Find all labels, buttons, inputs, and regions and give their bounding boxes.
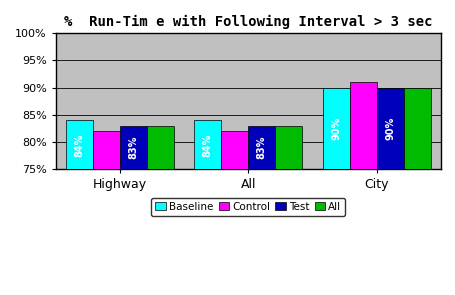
Title: %  Run-Tim e with Following Interval > 3 sec: % Run-Tim e with Following Interval > 3 … <box>64 15 432 29</box>
Bar <box>403 88 430 169</box>
Bar <box>93 131 120 169</box>
Bar <box>275 126 302 169</box>
Bar <box>120 126 147 169</box>
Text: 90%: 90% <box>384 117 394 140</box>
Bar <box>322 88 349 169</box>
Legend: Baseline, Control, Test, All: Baseline, Control, Test, All <box>151 198 344 216</box>
Text: 83%: 83% <box>128 136 138 159</box>
Text: 91%: 91% <box>358 114 368 137</box>
Bar <box>221 131 248 169</box>
Bar <box>248 126 275 169</box>
Text: 83%: 83% <box>283 136 293 159</box>
Text: 84%: 84% <box>74 133 84 157</box>
Bar <box>349 82 376 169</box>
Bar <box>147 126 173 169</box>
Text: 83%: 83% <box>155 136 165 159</box>
Text: 83%: 83% <box>256 136 266 159</box>
Text: 82%: 82% <box>101 139 111 162</box>
Text: 90%: 90% <box>331 117 340 140</box>
Bar <box>376 88 403 169</box>
Text: 84%: 84% <box>202 133 212 157</box>
Text: 82%: 82% <box>229 139 239 162</box>
Bar <box>66 120 93 169</box>
Bar <box>194 120 221 169</box>
Text: 90%: 90% <box>411 117 421 140</box>
